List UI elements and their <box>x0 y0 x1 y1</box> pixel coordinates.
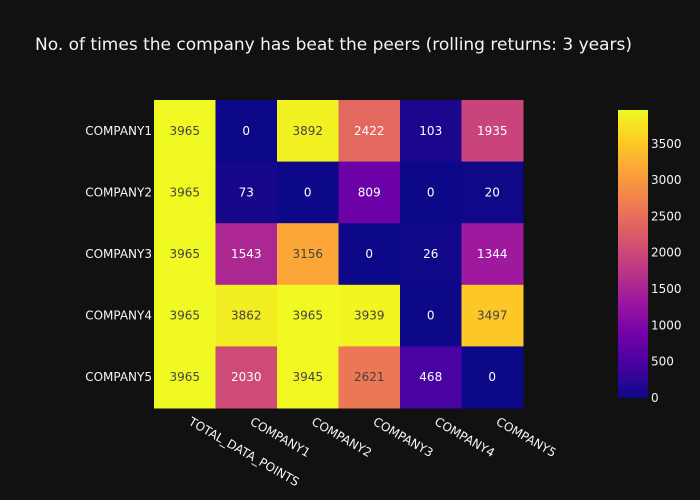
x-tick-label: TOTAL_DATA_POINTS <box>185 414 301 489</box>
heatmap-cell <box>400 284 462 347</box>
heatmap-cell-label: 3945 <box>292 370 323 384</box>
heatmap-cell <box>215 223 278 286</box>
heatmap-cell <box>154 161 216 224</box>
heatmap-cell-label: 3497 <box>477 309 508 323</box>
heatmap-cell-label: 73 <box>239 185 254 199</box>
x-tick-label: COMPANY5 <box>494 414 559 460</box>
heatmap-cell <box>338 223 401 286</box>
heatmap-cell-label: 1344 <box>477 247 508 261</box>
heatmap-cell-label: 3965 <box>292 309 323 323</box>
heatmap-cell-label: 1543 <box>231 247 262 261</box>
heatmap-cell-label: 1935 <box>477 124 508 138</box>
heatmap-cell-label: 103 <box>419 124 442 138</box>
colorbar-tick-label: 3000 <box>651 173 682 187</box>
heatmap-cell-labels: 3965 0 3892 2422 103 1935 3965 73 0 809 0 20 3965 154… <box>169 124 507 384</box>
heatmap-cell <box>338 161 401 224</box>
x-tick-label: COMPANY3 <box>371 414 436 460</box>
heatmap-cell-label: 809 <box>358 185 381 199</box>
heatmap-cell-label: 2422 <box>354 124 385 138</box>
colorbar-ticks: 0 500 1000 1500 2000 2500 3000 3500 <box>651 137 682 405</box>
heatmap-cell <box>277 346 339 409</box>
heatmap-cell <box>461 284 524 347</box>
chart-title: No. of times the company has beat the pe… <box>35 35 632 55</box>
heatmap-cell <box>154 284 216 347</box>
heatmap-cell <box>277 100 339 163</box>
heatmap-cell-label: 3156 <box>292 247 323 261</box>
heatmap-cell-label: 3965 <box>169 309 200 323</box>
heatmap-cell-label: 2621 <box>354 370 385 384</box>
heatmap-cell-label: 3965 <box>169 370 200 384</box>
heatmap-cell-label: 3965 <box>169 247 200 261</box>
heatmap-cell <box>277 223 339 286</box>
y-tick-label: COMPANY3 <box>85 247 152 261</box>
heatmap-cell-label: 3965 <box>169 124 200 138</box>
colorbar-tick-label: 500 <box>651 355 674 369</box>
y-tick-label: COMPANY1 <box>85 124 152 138</box>
heatmap-cell-label: 3965 <box>169 185 200 199</box>
heatmap-cell <box>461 223 524 286</box>
colorbar-tick-label: 2000 <box>651 246 682 260</box>
colorbar-tick-label: 0 <box>651 391 659 405</box>
heatmap-cell <box>154 346 216 409</box>
heatmap-cell <box>215 284 278 347</box>
heatmap-cell <box>277 284 339 347</box>
heatmap-cell <box>461 346 524 409</box>
heatmap-cell <box>277 161 339 224</box>
heatmap-cell-label: 0 <box>242 124 250 138</box>
x-axis-ticks: TOTAL_DATA_POINTSCOMPANY1COMPANY2COMPANY… <box>185 414 558 489</box>
heatmap-cell <box>154 223 216 286</box>
heatmap-cell <box>338 346 401 409</box>
heatmap-cell-label: 3892 <box>292 124 323 138</box>
heatmap-cell-label: 3939 <box>354 309 385 323</box>
y-axis-ticks: COMPANY1 COMPANY2 COMPANY3 COMPANY4 COMPANY5 <box>85 124 152 384</box>
colorbar-tick-label: 2500 <box>651 209 682 223</box>
heatmap-cell-label: 0 <box>365 247 373 261</box>
heatmap-cell-label: 0 <box>427 309 435 323</box>
heatmap-cell <box>400 223 462 286</box>
x-tick-label: COMPANY4 <box>432 414 497 460</box>
heatmap-cell <box>338 284 401 347</box>
heatmap-cell-label: 0 <box>488 370 496 384</box>
heatmap-cell-label: 0 <box>304 185 312 199</box>
heatmap-cells <box>154 100 524 409</box>
heatmap-cell <box>461 100 524 163</box>
heatmap-cell <box>215 161 278 224</box>
heatmap-cell-label: 2030 <box>231 370 262 384</box>
heatmap-cell <box>400 100 462 163</box>
heatmap-cell <box>400 346 462 409</box>
heatmap-cell <box>338 100 401 163</box>
colorbar-tick-label: 1000 <box>651 318 682 332</box>
y-tick-label: COMPANY2 <box>85 185 152 199</box>
heatmap-cell <box>154 100 216 163</box>
heatmap-cell-label: 3862 <box>231 309 262 323</box>
x-tick-label: COMPANY2 <box>309 414 374 460</box>
y-tick-label: COMPANY4 <box>85 309 152 323</box>
heatmap-cell-label: 468 <box>419 370 442 384</box>
colorbar-tick-label: 1500 <box>651 282 682 296</box>
heatmap-cell-label: 20 <box>485 185 500 199</box>
colorbar <box>618 110 648 398</box>
heatmap-cell-label: 26 <box>423 247 438 261</box>
heatmap-cell <box>215 100 278 163</box>
heatmap-cell <box>400 161 462 224</box>
colorbar-tick-label: 3500 <box>651 137 682 151</box>
heatmap-cell <box>461 161 524 224</box>
y-tick-label: COMPANY5 <box>85 370 152 384</box>
heatmap-cell <box>215 346 278 409</box>
heatmap-cell-label: 0 <box>427 185 435 199</box>
